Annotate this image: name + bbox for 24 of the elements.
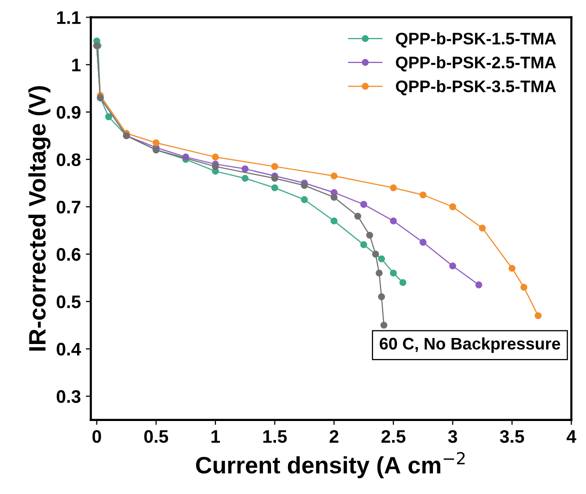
x-tick-label: 3 [448,430,458,443]
y-tick-label: 0.4 [56,342,82,356]
y-tick-label: 0.3 [56,390,80,403]
y-tick-label: 0.5 [56,295,81,308]
x-tick-label: 2.5 [381,430,406,443]
legend-label: QPP-b-PSK-3.5-TMA [396,80,556,96]
y-tick-label: 1 [72,58,81,72]
x-tick-label: 4 [566,430,576,443]
legend-label: QPP-b-PSK-2.5-TMA [396,56,556,72]
x-tick-label: 1.5 [263,430,287,443]
x-axis-title: Current density (A cm$^{−2}$ [196,452,465,478]
y-tick-label: 0.7 [56,200,80,214]
x-tick-label: 3.5 [500,430,524,443]
y-tick-label: 0.6 [56,248,80,261]
annotation: 60 C, No Backpressure [380,337,560,353]
y-tick-label: 0.8 [56,153,81,166]
y-tick-label: 0.9 [56,106,80,119]
x-tick-label: 1 [212,430,220,443]
y-axis-title: IR-corrected Voltage (V) [28,86,50,351]
x-tick-label: 2 [330,430,338,443]
y-tick-label: 1.1 [57,11,81,24]
x-tick-label: 0.5 [144,430,168,443]
legend-label: QPP-b-PSK-1.5-TMA [396,32,556,48]
x-tick-label: 0 [92,430,102,443]
